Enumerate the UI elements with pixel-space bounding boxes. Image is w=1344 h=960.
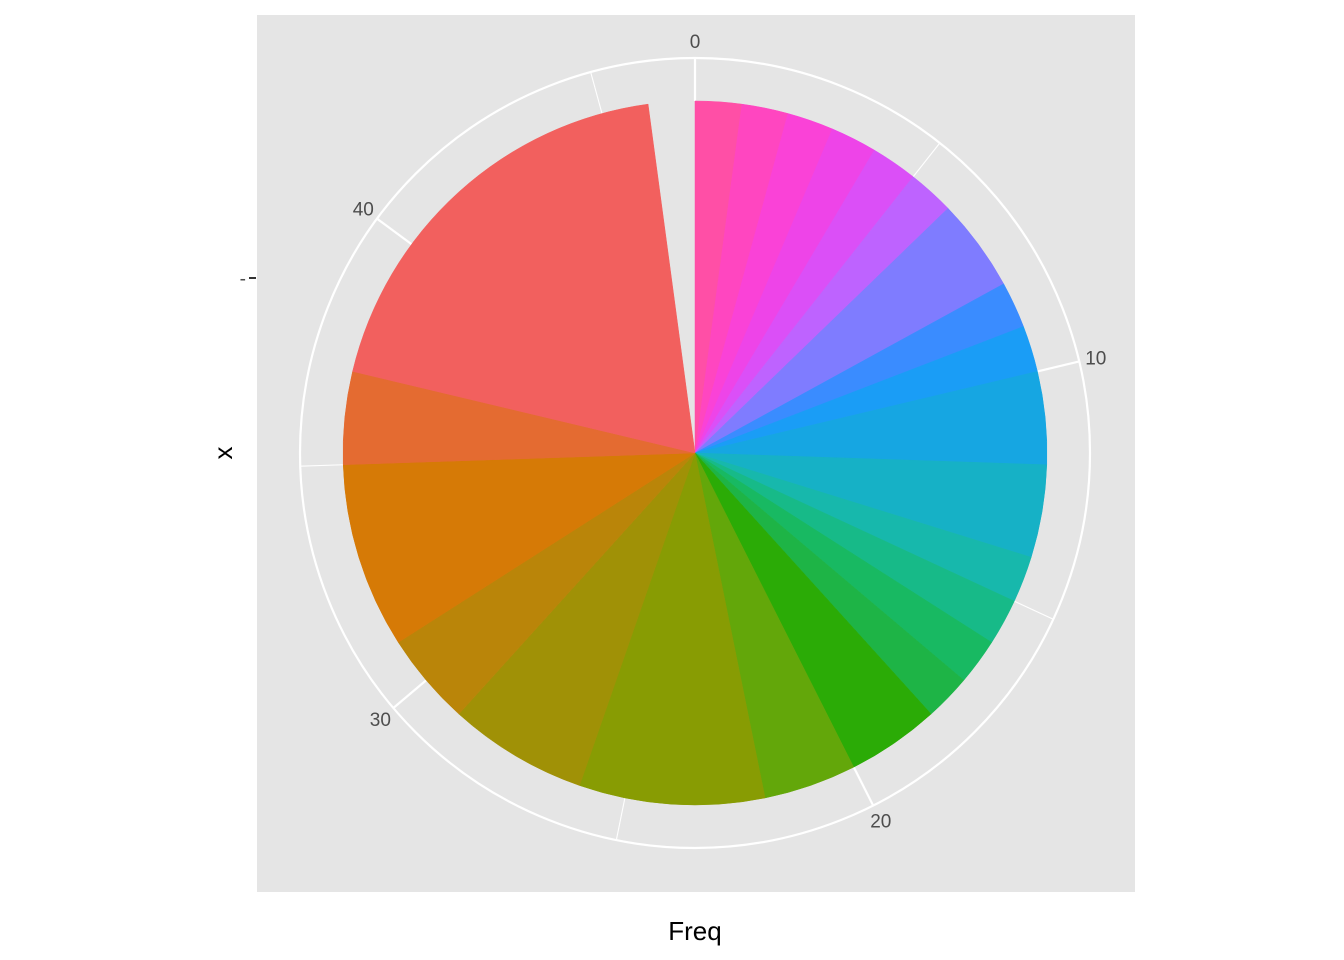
major-grid-line [376,217,413,246]
minor-grid-line [912,142,941,178]
angle-tick-label-10: 10 [1085,348,1106,369]
grid-layer [298,56,1092,850]
minor-grid-line [590,71,603,114]
minor-grid-line [300,464,344,467]
slice-layer [342,100,1048,806]
angle-tick-label-30: 30 [370,710,391,731]
angle-tick-label-40: 40 [353,200,374,221]
angle-tick-label-0: 0 [690,32,701,53]
pie-slice-18 [579,452,766,806]
pie-slice-23 [352,103,696,454]
x-axis-title: Freq [668,916,721,946]
pie-slice-19 [458,452,696,786]
angle-tick-label-20: 20 [870,812,891,833]
tick-layer: 0 10 20 30 40 [353,32,1107,833]
pie-slice-21 [342,452,696,643]
y-axis-title: x [208,447,238,460]
major-grid-line [852,766,875,807]
major-grid-line [1037,360,1080,373]
minor-grid-line [1014,600,1054,620]
minor-grid-line [615,797,626,841]
y-tick-label: - [240,269,246,290]
major-grid-line [392,679,427,709]
